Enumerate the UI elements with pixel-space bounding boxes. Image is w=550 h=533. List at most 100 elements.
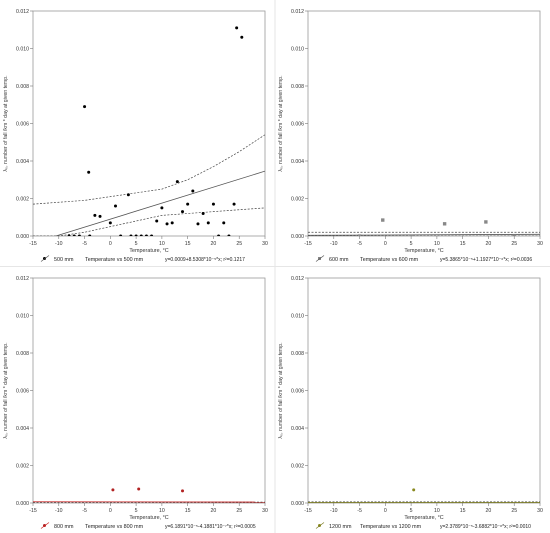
data-point [108, 221, 112, 225]
data-point [412, 488, 416, 492]
y-tick-label: 0.012 [16, 276, 29, 282]
y-tick-label: 0.002 [16, 197, 29, 203]
y-tick-label: 0.006 [16, 389, 29, 395]
data-point [150, 234, 154, 236]
legend-line-swatch [315, 255, 325, 262]
legend-series-label: 800 mm [54, 524, 74, 530]
plot-area [32, 277, 266, 504]
data-point [175, 180, 179, 184]
x-tick-label: -15 [29, 508, 37, 514]
data-point [222, 221, 226, 225]
x-axis-label: Temperature, °C [129, 515, 168, 521]
x-tick-label: 30 [262, 241, 268, 247]
x-tick-label: 0 [109, 241, 112, 247]
x-tick-label: 5 [135, 508, 138, 514]
data-point [191, 189, 195, 193]
data-point [165, 222, 169, 226]
x-tick-label: 10 [159, 241, 165, 247]
data-point [201, 212, 205, 215]
y-tick-label: 0.000 [291, 501, 304, 507]
legend-series-label: 500 mm [54, 257, 74, 263]
y-tick-label: 0.006 [291, 389, 304, 395]
y-tick-label: 0.006 [16, 122, 29, 128]
data-point [235, 26, 239, 30]
x-tick-label: -5 [357, 508, 362, 514]
data-point [240, 35, 244, 39]
data-point [181, 210, 185, 214]
y-tick-label: 0.006 [291, 122, 304, 128]
x-tick-label: 20 [486, 508, 492, 514]
y-tick-label: 0.010 [16, 314, 29, 320]
x-tick-label: 5 [410, 241, 413, 247]
data-point [155, 219, 159, 223]
regression-line [54, 170, 265, 236]
x-tick-label: -5 [82, 241, 87, 247]
x-axis-label: Temperature, °C [404, 248, 443, 254]
confidence-band-upper [33, 134, 265, 205]
y-tick-label: 0.000 [16, 234, 29, 240]
y-tick-label: 0.002 [291, 464, 304, 470]
plot-contents [33, 26, 265, 236]
data-point [88, 234, 92, 236]
regression-line [308, 233, 540, 236]
data-point [186, 202, 190, 206]
x-tick-label: 25 [236, 508, 242, 514]
x-tick-label: 15 [460, 241, 466, 247]
x-tick-label: 10 [434, 241, 440, 247]
x-axis-label: Temperature, °C [404, 515, 443, 521]
legend-line-swatch [40, 522, 50, 529]
x-tick-label: 30 [262, 508, 268, 514]
x-tick-label: -5 [357, 241, 362, 247]
x-tick-label: 5 [135, 241, 138, 247]
x-tick-label: 5 [410, 508, 413, 514]
x-tick-label: 30 [537, 241, 543, 247]
y-tick-label: 0.010 [16, 47, 29, 53]
data-point [87, 170, 91, 174]
data-point [232, 202, 236, 206]
confidence-band-lower [33, 207, 265, 236]
data-point [196, 222, 200, 226]
x-tick-label: 15 [185, 241, 191, 247]
data-point [181, 489, 185, 493]
legend-line-swatch [315, 522, 325, 529]
data-point [83, 105, 87, 109]
legend-series-label: 600 mm [329, 257, 349, 263]
y-tick-label: 0.002 [291, 197, 304, 203]
legend-equation: y=0.0009+8.5308*10⁻⁵*x; r²=0.1217 [165, 257, 245, 263]
chart-panel-2: 0.000 0.002 0.004 0.006 0.008 0.010 0.012 -15 -1… [278, 9, 543, 263]
x-tick-label: 10 [159, 508, 165, 514]
data-point [67, 234, 71, 236]
x-tick-label: 0 [109, 508, 112, 514]
plot-contents [308, 218, 540, 236]
y-tick-label: 0.010 [291, 47, 304, 53]
legend-fit-label: Temperature vs 600 mm [360, 257, 419, 263]
chart-panel-1: 0.000 0.002 0.004 0.006 0.008 0.010 0.012 -15 -1… [3, 9, 268, 263]
x-tick-label: -5 [82, 508, 87, 514]
plot-area [307, 277, 541, 504]
legend-equation: y=2.3789*10⁻⁵-3.6882*10⁻⁸*x; r²=0.0010 [440, 524, 531, 530]
y-axis-label: λ₀, number of fall /km * day at given te… [278, 342, 284, 438]
x-tick-label: 20 [211, 508, 217, 514]
plot-area [32, 10, 266, 237]
plot-contents [33, 487, 265, 503]
x-tick-label: -10 [330, 241, 338, 247]
data-point [77, 234, 81, 236]
data-point [484, 220, 488, 224]
x-tick-label: 10 [434, 508, 440, 514]
data-point [98, 214, 102, 218]
x-tick-label: 15 [460, 508, 466, 514]
data-point [160, 206, 164, 210]
y-tick-label: 0.008 [291, 84, 304, 90]
y-axis-label: λ₀, number of fall /km * day at given te… [3, 75, 9, 171]
x-tick-label: 25 [511, 508, 517, 514]
data-point [170, 221, 174, 225]
y-tick-label: 0.002 [16, 464, 29, 470]
data-point [144, 234, 148, 236]
y-tick-label: 0.004 [16, 426, 29, 432]
x-tick-label: -15 [304, 508, 312, 514]
data-point [211, 202, 215, 206]
legend-series-label: 1200 mm [329, 524, 352, 530]
data-point [442, 222, 447, 226]
y-tick-label: 0.008 [16, 351, 29, 357]
